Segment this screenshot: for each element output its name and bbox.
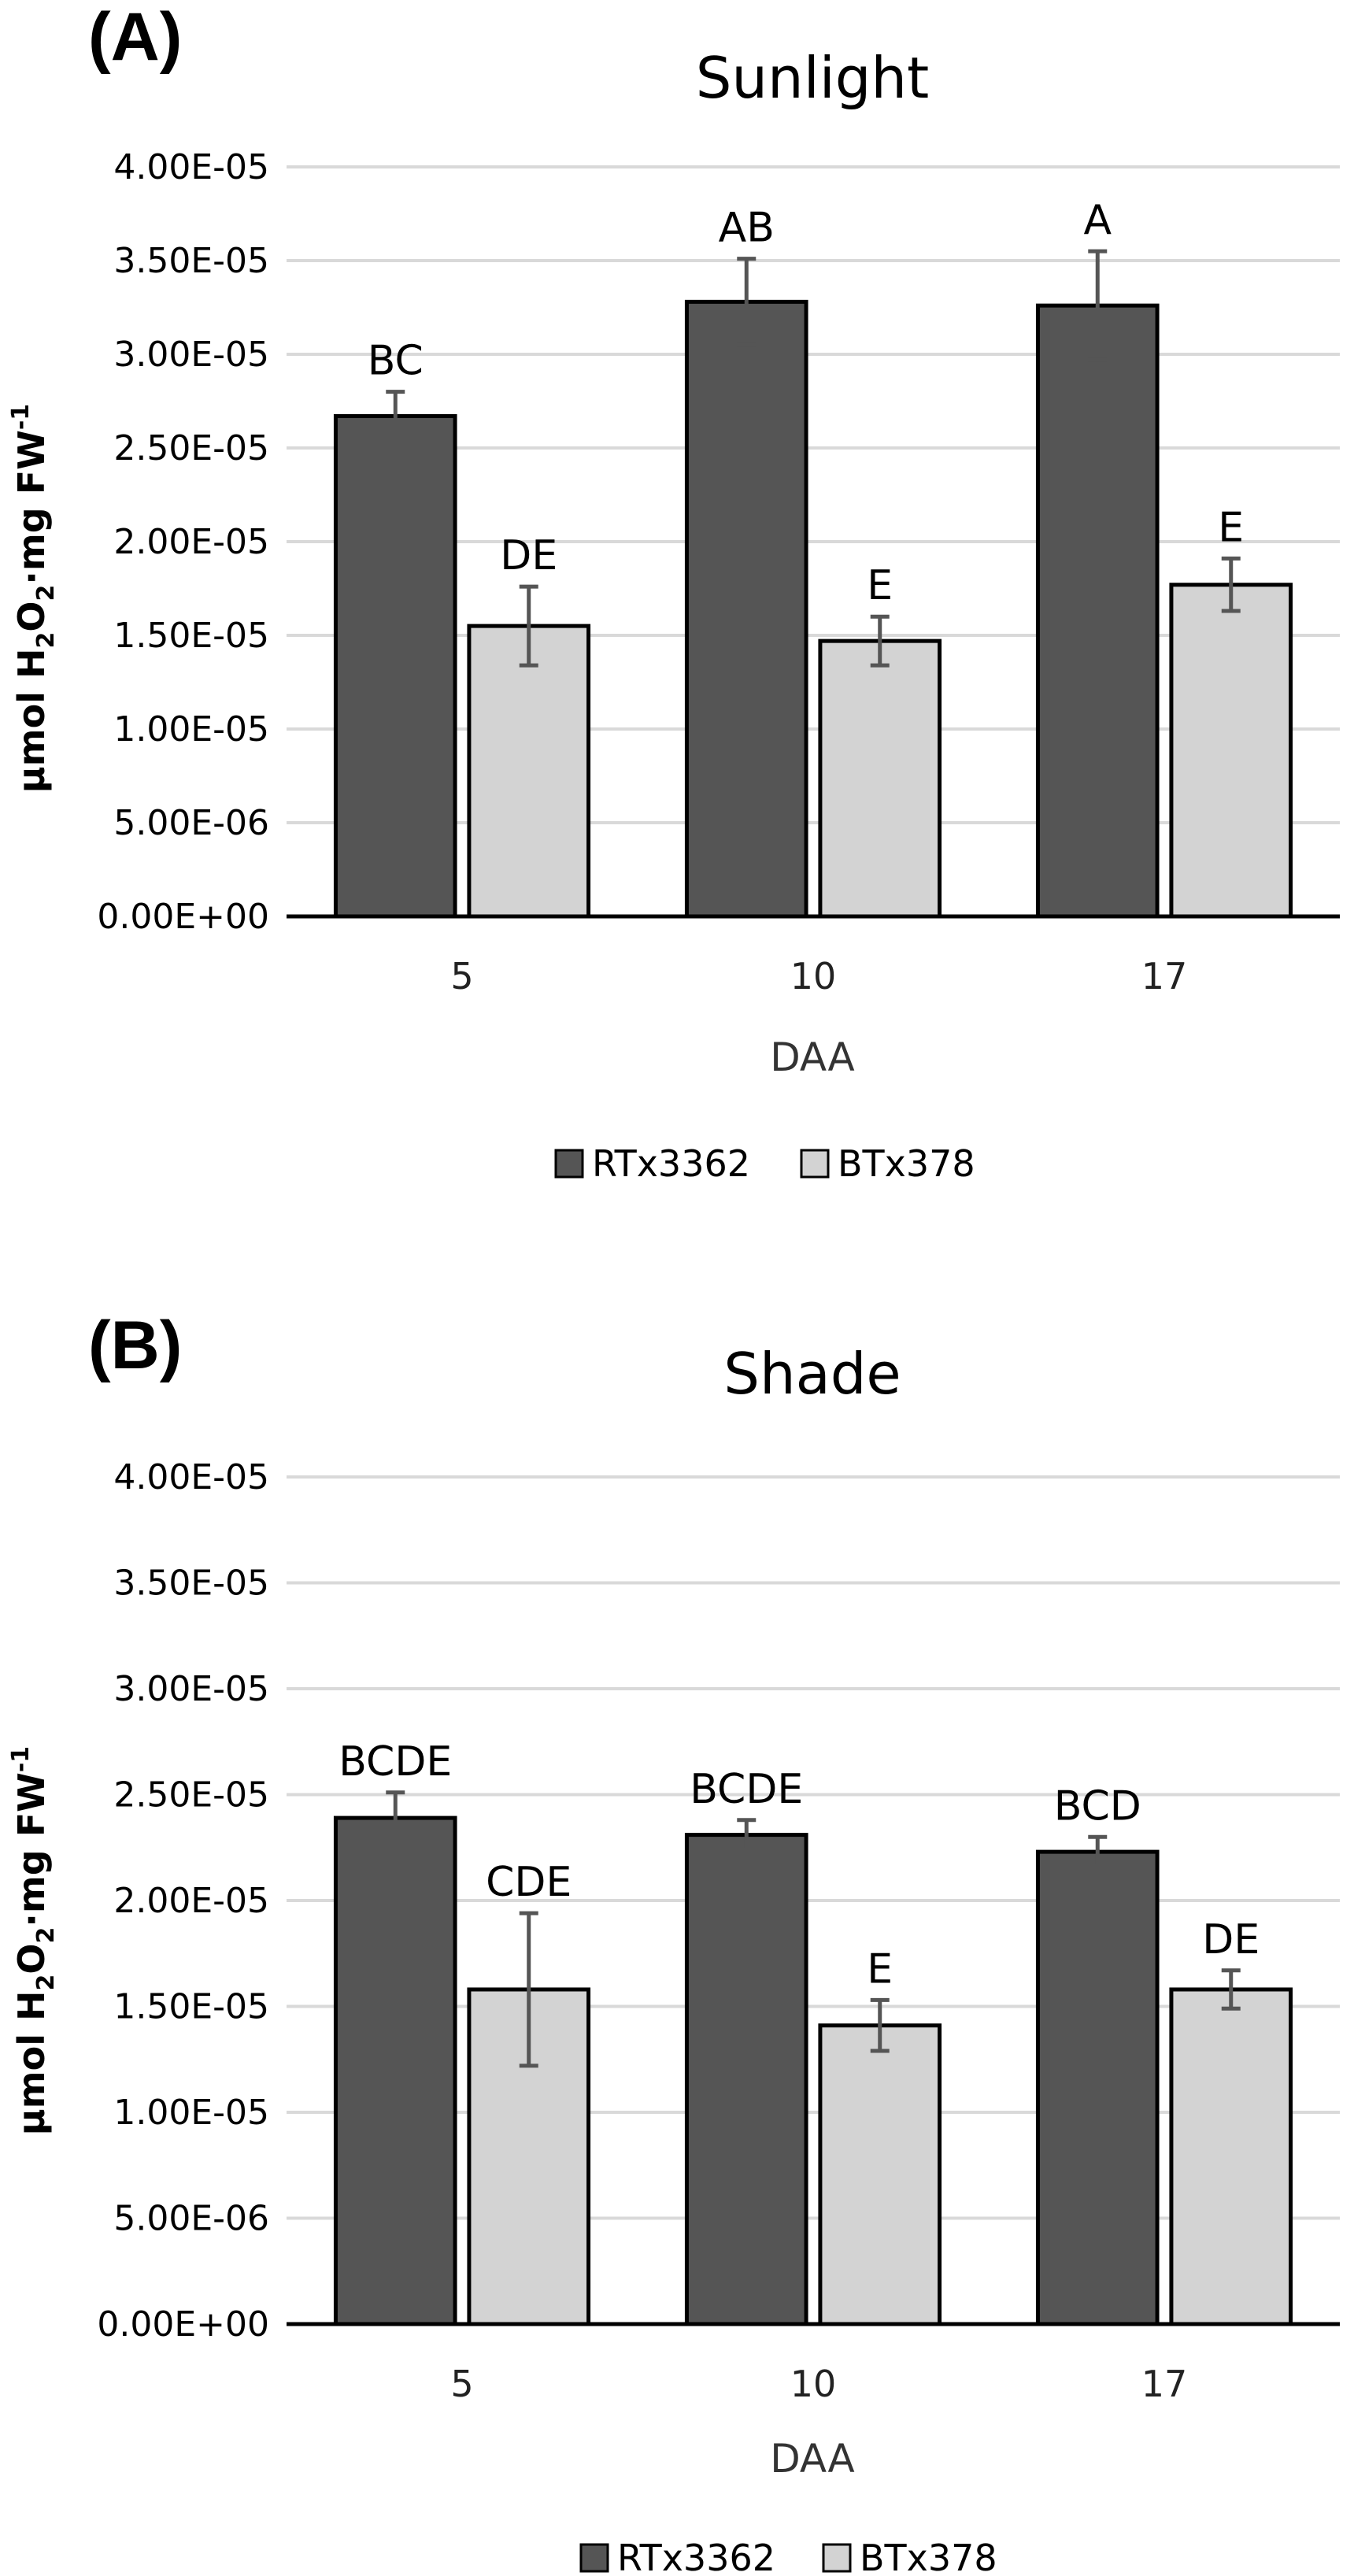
panel-b-legend-swatch-rtx3362 — [579, 2543, 609, 2573]
panel-b-plot: 0.00E+00 5.00E-06 1.00E-05 1.50E-05 2.00E-05… — [97, 1457, 1340, 2405]
panel-b-bar-btx378-10 — [818, 2023, 942, 2326]
panel-a-bar-rtx3362-5 — [333, 414, 457, 919]
panel-a-legend-swatch-btx378 — [800, 1149, 830, 1179]
panel-b-bar-rtx3362-5 — [333, 1815, 457, 2326]
panel-b-legend: RTx3362 BTx378 — [579, 2537, 997, 2576]
panel-b-ytick-label: 1.50E-05 — [113, 1987, 269, 2027]
panel-a-bar-btx378-5 — [467, 624, 591, 919]
panel-a-xlabel: DAA — [770, 1034, 854, 1080]
panel-a-legend-label-rtx3362: RTx3362 — [592, 1142, 750, 1185]
panel-a-bar-rtx3362-10 — [684, 299, 808, 919]
panel-b-xtick-label: 10 — [790, 2363, 837, 2405]
panel-a-ytick-label: 4.00E-05 — [113, 147, 269, 187]
panel-b-ytick-label: 3.50E-05 — [113, 1564, 269, 1604]
panel-a-legend-label-btx378: BTx378 — [838, 1142, 975, 1185]
panel-a-title: Sunlight — [696, 45, 930, 111]
panel-a-bar-btx378-17 — [1169, 583, 1293, 919]
panel-b-sig-label: BCDE — [338, 1738, 452, 1786]
panel-a-sig-label: BC — [368, 338, 424, 385]
panel-b-legend-swatch-btx378 — [822, 2543, 852, 2573]
panel-a-sig-label: DE — [500, 532, 557, 579]
panel-b-sig-label: CDE — [486, 1859, 572, 1906]
panel-a-xtick-label: 5 — [450, 955, 473, 997]
panel-b-legend-label-btx378: BTx378 — [860, 2537, 997, 2576]
panel-a-legend: RTx3362 BTx378 — [554, 1142, 975, 1185]
panel-b-ytick-label: 0.00E+00 — [97, 2304, 269, 2345]
panel-b-xtick-label: 5 — [450, 2363, 473, 2405]
panel-b-sig-label: DE — [1202, 1916, 1260, 1963]
panel-a-ytick-label: 2.50E-05 — [113, 428, 269, 468]
panel-a-ytick-label: 2.00E-05 — [113, 522, 269, 562]
panel-b-legend-label-rtx3362: RTx3362 — [617, 2537, 775, 2576]
panel-b-ytick-label: 1.00E-05 — [113, 2093, 269, 2133]
panel-b-bar-btx378-17 — [1169, 1987, 1293, 2326]
panel-b-xtick-label: 17 — [1141, 2363, 1188, 2405]
panel-a-xtick-label: 17 — [1141, 955, 1188, 997]
panel-a-ytick-label: 3.50E-05 — [113, 241, 269, 281]
panel-a-sig-label: E — [1218, 504, 1244, 551]
panel-b-bar-rtx3362-17 — [1035, 1849, 1160, 2326]
panel-a-bar-btx378-10 — [818, 638, 942, 919]
panel-b-sig-label: BCD — [1054, 1782, 1141, 1830]
panel-a-sig-label: A — [1083, 197, 1112, 244]
panel-a-ylabel: µmol H2O2·mg FW-1 — [7, 404, 60, 793]
panel-b-xlabel: DAA — [770, 2436, 854, 2482]
panel-b-sig-label: BCDE — [690, 1766, 803, 1813]
panel-b-ylabel: µmol H2O2·mg FW-1 — [7, 1746, 60, 2135]
panel-a-legend-swatch-rtx3362 — [554, 1149, 584, 1179]
panel-a-sig-label: AB — [719, 205, 775, 252]
panel-a-ytick-label: 5.00E-06 — [113, 803, 269, 843]
panel-a-ytick-label: 1.00E-05 — [113, 709, 269, 749]
panel-b-ytick-label: 2.00E-05 — [113, 1881, 269, 1921]
panel-b-title: Shade — [723, 1341, 901, 1407]
panel-a-ytick-label: 0.00E+00 — [97, 897, 269, 937]
panel-a-letter: (A) — [88, 0, 182, 75]
panel-a-bar-rtx3362-17 — [1035, 303, 1160, 919]
panel-a-ytick-label: 1.50E-05 — [113, 616, 269, 656]
panel-b-ytick-label: 5.00E-06 — [113, 2199, 269, 2239]
panel-a-sig-label: E — [867, 562, 893, 609]
panel-b-sig-label: E — [867, 1945, 893, 1993]
panel-a-xtick-label: 10 — [790, 955, 837, 997]
panel-b-ytick-label: 4.00E-05 — [113, 1457, 269, 1497]
panel-b-letter: (B) — [88, 1308, 182, 1383]
panel-b-bar-rtx3362-10 — [684, 1833, 808, 2326]
panel-b-ytick-label: 3.00E-05 — [113, 1669, 269, 1709]
panel-a-plot: 0.00E+00 5.00E-06 1.00E-05 1.50E-05 2.00E-05… — [97, 147, 1340, 997]
panel-b-ytick-label: 2.50E-05 — [113, 1775, 269, 1815]
panel-a-ytick-label: 3.00E-05 — [113, 335, 269, 375]
